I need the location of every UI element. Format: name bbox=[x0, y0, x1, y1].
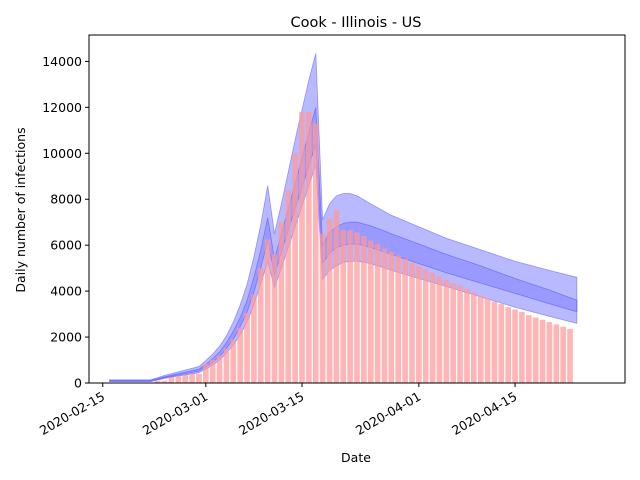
bar bbox=[257, 268, 264, 383]
axes-frame bbox=[88, 34, 626, 384]
bar bbox=[271, 254, 278, 383]
y-tick-label: 2000 bbox=[50, 330, 82, 345]
y-axis-label: Daily number of infections bbox=[13, 127, 28, 292]
bar bbox=[388, 252, 395, 383]
bar bbox=[567, 329, 573, 383]
y-tick-label: 14000 bbox=[42, 54, 82, 69]
bar bbox=[223, 348, 230, 383]
bar bbox=[374, 244, 381, 383]
bar bbox=[292, 153, 298, 383]
bar bbox=[539, 319, 546, 383]
bar bbox=[319, 233, 326, 383]
bar bbox=[333, 209, 340, 383]
y-tick-label: 8000 bbox=[50, 192, 82, 207]
bar bbox=[381, 248, 388, 383]
y-tick-label: 6000 bbox=[50, 238, 82, 253]
bar bbox=[546, 322, 553, 383]
bar bbox=[560, 326, 566, 383]
bar bbox=[299, 111, 305, 383]
bar bbox=[189, 373, 195, 383]
bar bbox=[532, 317, 539, 383]
bar bbox=[209, 360, 216, 383]
bar bbox=[251, 294, 257, 383]
bar bbox=[182, 374, 189, 383]
bar bbox=[154, 380, 161, 383]
chart-title: Cook - Illinois - US bbox=[291, 15, 422, 31]
bar bbox=[175, 376, 182, 383]
bar bbox=[312, 123, 319, 383]
bar bbox=[402, 258, 408, 383]
bar bbox=[216, 355, 223, 383]
bar bbox=[484, 298, 491, 383]
bar bbox=[264, 239, 271, 383]
bar bbox=[416, 265, 422, 383]
bar bbox=[471, 292, 477, 383]
y-tick-label: 4000 bbox=[50, 284, 82, 299]
y-tick-label: 10000 bbox=[42, 146, 82, 161]
bar bbox=[512, 309, 518, 383]
bar bbox=[168, 377, 175, 383]
bar bbox=[306, 111, 312, 383]
x-axis-label: Date bbox=[341, 450, 371, 465]
y-tick-label: 12000 bbox=[42, 100, 82, 115]
bar bbox=[354, 232, 360, 383]
bar bbox=[519, 311, 525, 383]
bar bbox=[230, 339, 237, 383]
bar bbox=[347, 230, 353, 383]
bar bbox=[409, 262, 415, 383]
plot-area bbox=[109, 53, 578, 383]
bar bbox=[498, 303, 505, 383]
bar bbox=[361, 235, 367, 383]
bar bbox=[203, 363, 209, 383]
bar bbox=[553, 324, 560, 383]
bar bbox=[340, 230, 347, 383]
bars bbox=[154, 111, 573, 383]
bar bbox=[278, 222, 285, 383]
bar bbox=[161, 380, 168, 383]
bar bbox=[429, 272, 436, 383]
bar bbox=[422, 269, 429, 383]
bar bbox=[491, 301, 498, 383]
bar bbox=[525, 315, 532, 383]
bar bbox=[457, 285, 463, 383]
bar bbox=[395, 255, 402, 383]
bar bbox=[505, 307, 511, 383]
bar bbox=[244, 312, 250, 383]
bar bbox=[237, 327, 243, 383]
bar bbox=[436, 276, 443, 383]
bar bbox=[367, 240, 374, 383]
bar bbox=[477, 295, 484, 383]
bar bbox=[464, 288, 470, 383]
bar bbox=[196, 373, 202, 383]
bar bbox=[450, 283, 457, 383]
y-axis: 0 2000 4000 6000 8000 10000 12000 14000 bbox=[42, 54, 89, 391]
bar bbox=[443, 279, 450, 383]
bar bbox=[285, 190, 292, 383]
y-tick-label: 0 bbox=[74, 376, 82, 391]
bar bbox=[326, 218, 333, 383]
